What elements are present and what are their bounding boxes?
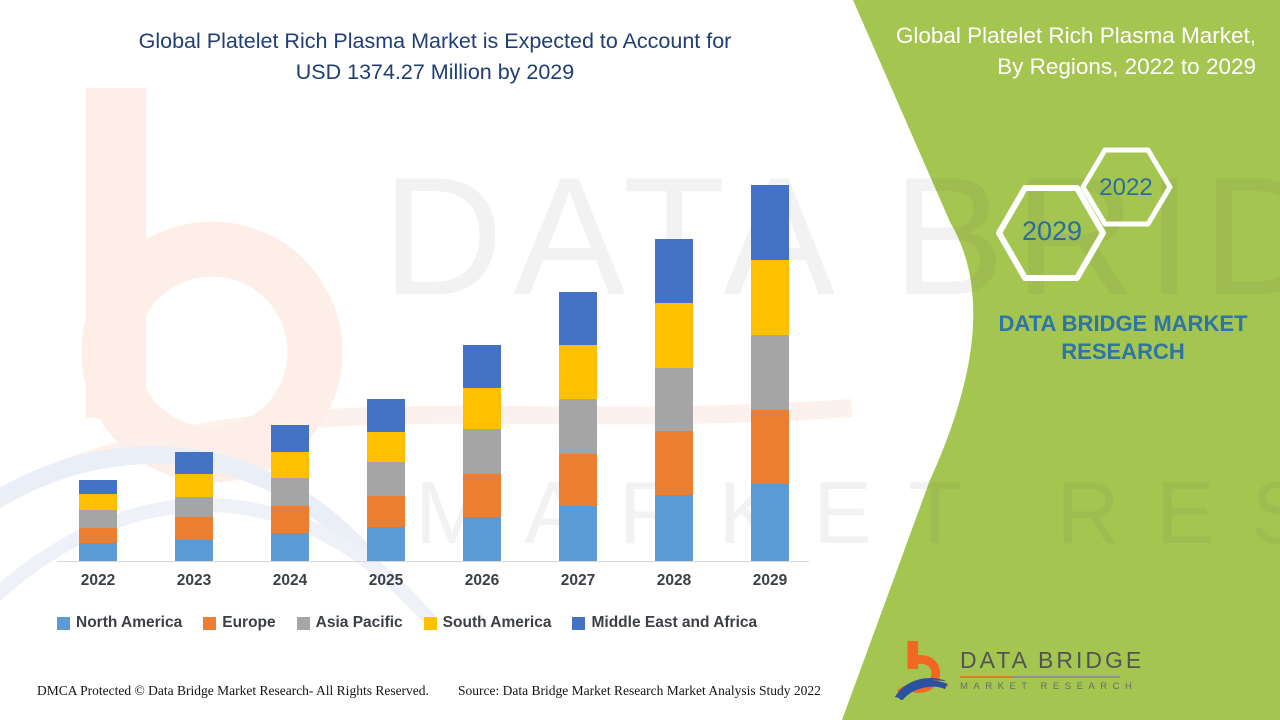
x-axis-line bbox=[57, 561, 809, 562]
logo-divider bbox=[960, 675, 1120, 678]
side-panel-title-line1: Global Platelet Rich Plasma Market, bbox=[895, 23, 1256, 48]
hexagon-year-2022: 2022 bbox=[1099, 174, 1153, 201]
dbmr-logo-mark-icon bbox=[894, 640, 949, 700]
dbmr-logo: DATA BRIDGE MARKET RESEARCH bbox=[892, 638, 1144, 700]
legend-label: South America bbox=[442, 614, 552, 631]
legend-item-middle-east-and-africa: Middle East and Africa bbox=[572, 614, 757, 632]
brand-text-line2: RESEARCH bbox=[1061, 339, 1185, 364]
legend-swatch-icon bbox=[423, 616, 437, 630]
hexagon-2029 bbox=[996, 185, 1106, 281]
hexagon-year-2029: 2029 bbox=[1021, 216, 1083, 246]
legend-label: Europe bbox=[222, 614, 276, 631]
footer-source: Source: Data Bridge Market Research Mark… bbox=[458, 683, 821, 698]
brand-text: DATA BRIDGE MARKET RESEARCH bbox=[975, 310, 1271, 366]
chart-title-line1: Global Platelet Rich Plasma Market is Ex… bbox=[138, 29, 732, 53]
side-panel-title: Global Platelet Rich Plasma Market, By R… bbox=[826, 20, 1256, 82]
logo-subtitle: MARKET RESEARCH bbox=[960, 680, 1138, 692]
legend-item-north-america: North America bbox=[57, 614, 182, 632]
legend-label: Middle East and Africa bbox=[591, 614, 758, 631]
side-panel-title-line2: By Regions, 2022 to 2029 bbox=[997, 54, 1256, 79]
hexagon-2022 bbox=[1080, 147, 1173, 227]
footer-dmca: DMCA Protected © Data Bridge Market Rese… bbox=[37, 683, 429, 698]
legend-swatch-icon bbox=[296, 616, 310, 630]
legend-item-europe: Europe bbox=[203, 614, 276, 632]
legend-swatch-icon bbox=[203, 616, 217, 630]
legend-item-south-america: South America bbox=[423, 614, 552, 632]
chart-legend: North America Europe Asia Pacific South Ame… bbox=[57, 614, 757, 632]
legend-swatch-icon bbox=[572, 616, 586, 630]
legend-swatch-icon bbox=[57, 616, 70, 630]
brand-text-line1: DATA BRIDGE MARKET bbox=[998, 311, 1248, 336]
watermark-text-row1: DATA BRIDGE bbox=[382, 142, 1280, 330]
legend-label: North America bbox=[76, 614, 183, 631]
chart-title: Global Platelet Rich Plasma Market is Ex… bbox=[40, 26, 830, 88]
logo-name: DATA BRIDGE bbox=[960, 646, 1145, 673]
legend-label: Asia Pacific bbox=[315, 614, 403, 631]
chart-title-line2: USD 1374.27 Million by 2029 bbox=[295, 60, 575, 84]
legend-item-asia-pacific: Asia Pacific bbox=[296, 614, 403, 632]
